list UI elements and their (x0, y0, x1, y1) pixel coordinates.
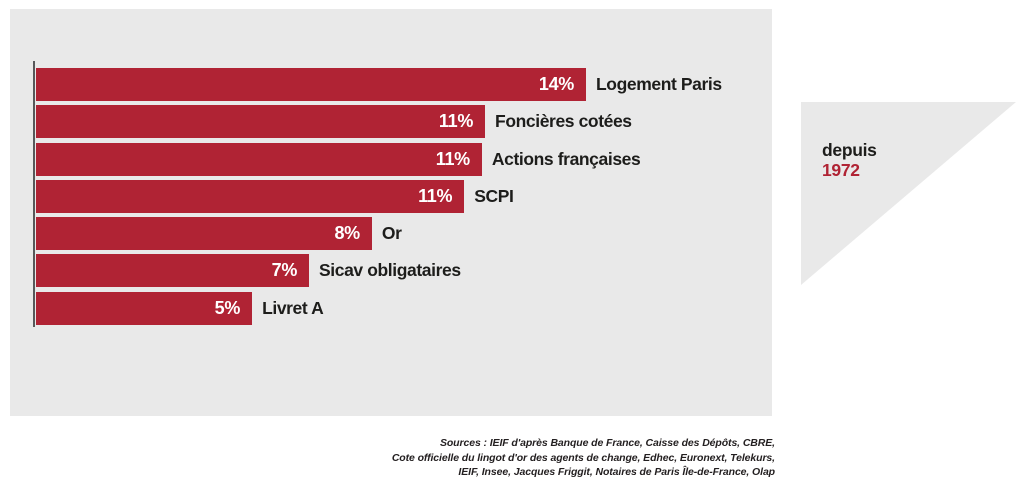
bar-row: 7% Sicav obligataires (36, 254, 722, 288)
bar-value-label: 11% (438, 111, 474, 132)
sources-line: IEIF, Insee, Jacques Friggit, Notaires d… (458, 466, 775, 478)
bar-value-label: 8% (334, 223, 360, 244)
chart-panel: 14% Logement Paris 11% Foncières cotées … (10, 9, 772, 416)
bar-category-label: Or (381, 223, 402, 244)
bar-chart: 14% Logement Paris 11% Foncières cotées … (36, 68, 722, 325)
bar-row: 11% Foncières cotées (36, 105, 722, 139)
bar-value-label: 5% (214, 297, 241, 318)
bar-row: 8% Or (36, 217, 722, 251)
bar: 11% (36, 105, 486, 139)
bar-row: 14% Logement Paris (36, 68, 722, 101)
bar: 11% (36, 179, 465, 213)
bar-value-label: 11% (418, 185, 453, 206)
period-year: 1972 (822, 160, 860, 180)
bar: 8% (36, 217, 372, 251)
bar-category-label: SCPI (474, 185, 514, 206)
bar-row: 5% Livret A (36, 291, 722, 325)
period-label: depuis (822, 140, 877, 160)
period-callout: depuis 1972 (801, 102, 1016, 285)
bar-value-label: 14% (538, 74, 574, 94)
bar-category-label: Logement Paris (596, 74, 722, 94)
bar-value-label: 11% (435, 148, 470, 169)
bar: 5% (36, 291, 253, 325)
sources-line: Sources : IEIF d'après Banque de France,… (439, 437, 775, 449)
sources-line: Cote officielle du lingot d'or des agent… (391, 451, 775, 464)
bar: 7% (36, 254, 310, 288)
y-axis-line (33, 61, 35, 327)
bar-row: 11% Actions françaises (36, 142, 722, 176)
bar-value-label: 7% (271, 260, 298, 281)
bar-row: 11% SCPI (36, 179, 722, 213)
bar-category-label: Actions françaises (491, 148, 641, 169)
bar-category-label: Sicav obligataires (319, 260, 461, 281)
bar-category-label: Livret A (262, 297, 324, 318)
sources-note: Sources : IEIF d'après Banque de France,… (0, 436, 775, 480)
period-callout-text: depuis 1972 (822, 140, 877, 180)
bar: 11% (36, 142, 482, 176)
bar-category-label: Foncières cotées (495, 111, 632, 132)
bar: 14% (36, 68, 586, 101)
